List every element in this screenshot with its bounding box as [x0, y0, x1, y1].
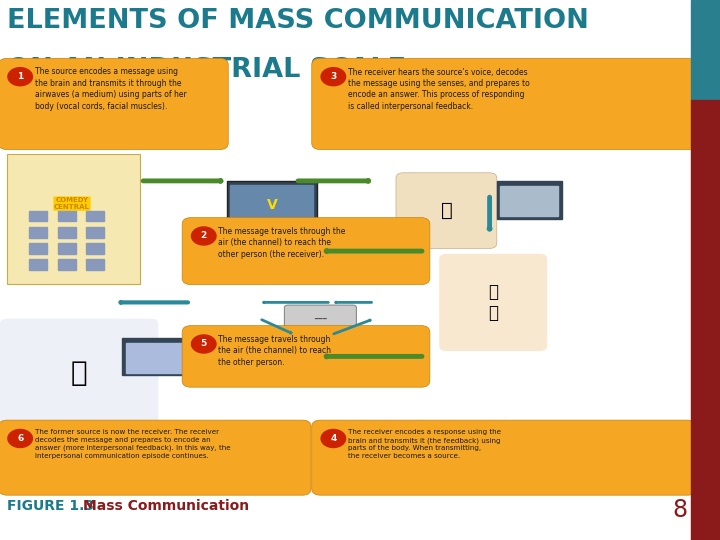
- Text: ━━━: ━━━: [314, 315, 327, 322]
- FancyBboxPatch shape: [0, 319, 158, 427]
- Text: V: V: [267, 198, 277, 212]
- FancyBboxPatch shape: [182, 326, 430, 387]
- Text: 2: 2: [201, 232, 207, 240]
- Bar: [86, 227, 104, 238]
- Text: 6: 6: [17, 434, 23, 443]
- Text: FIGURE 1.3: FIGURE 1.3: [7, 500, 94, 514]
- FancyBboxPatch shape: [182, 218, 430, 285]
- Text: The message travels through
the air (the channel) to reach
the other person.: The message travels through the air (the…: [218, 335, 331, 367]
- FancyBboxPatch shape: [312, 420, 696, 495]
- FancyBboxPatch shape: [284, 305, 356, 332]
- Text: 4: 4: [330, 434, 336, 443]
- Bar: [29, 211, 47, 221]
- Bar: [86, 211, 104, 221]
- FancyBboxPatch shape: [439, 254, 547, 351]
- Bar: [86, 259, 104, 270]
- Text: The message travels through the
air (the channel) to reach the
other person (the: The message travels through the air (the…: [218, 227, 346, 259]
- Bar: [691, 0, 720, 100]
- FancyBboxPatch shape: [7, 154, 140, 284]
- Circle shape: [191, 334, 217, 354]
- Circle shape: [7, 429, 33, 448]
- Text: ON AN INDUSTRIAL SCALE: ON AN INDUSTRIAL SCALE: [7, 57, 406, 83]
- FancyBboxPatch shape: [0, 420, 311, 495]
- Text: 5: 5: [201, 340, 207, 348]
- Circle shape: [320, 429, 346, 448]
- Text: COMEDY
CENTRAL: COMEDY CENTRAL: [54, 197, 90, 210]
- Text: ELEMENTS OF MASS COMMUNICATION: ELEMENTS OF MASS COMMUNICATION: [7, 8, 589, 34]
- Bar: [497, 181, 562, 219]
- Circle shape: [191, 226, 217, 246]
- Bar: [691, 100, 720, 540]
- FancyBboxPatch shape: [312, 58, 696, 150]
- FancyBboxPatch shape: [396, 173, 497, 248]
- Bar: [500, 186, 558, 216]
- Text: The source encodes a message using
the brain and transmits it through the
airwav: The source encodes a message using the b…: [35, 68, 186, 111]
- Bar: [86, 243, 104, 254]
- Text: 👤: 👤: [441, 201, 452, 220]
- Text: The receiver hears the source’s voice, decodes
the message using the senses, and: The receiver hears the source’s voice, d…: [348, 68, 529, 111]
- FancyBboxPatch shape: [0, 58, 228, 150]
- Text: 8: 8: [672, 498, 688, 522]
- Bar: [58, 211, 76, 221]
- Bar: [58, 259, 76, 270]
- Bar: [58, 227, 76, 238]
- Bar: [126, 343, 184, 373]
- Bar: [122, 338, 187, 375]
- Bar: [58, 243, 76, 254]
- Text: 🧑
💻: 🧑 💻: [488, 283, 498, 322]
- Circle shape: [320, 67, 346, 86]
- Text: 1: 1: [17, 72, 23, 81]
- Text: The former source is now the receiver. The receiver
decodes the message and prep: The former source is now the receiver. T…: [35, 429, 230, 459]
- Bar: [230, 185, 313, 225]
- Circle shape: [7, 67, 33, 86]
- Text: 👥: 👥: [71, 359, 88, 387]
- Text: 3: 3: [330, 72, 336, 81]
- FancyBboxPatch shape: [227, 181, 317, 230]
- Bar: [29, 227, 47, 238]
- Text: Mass Communication: Mass Communication: [83, 500, 249, 514]
- Bar: [29, 259, 47, 270]
- Bar: [29, 243, 47, 254]
- Text: The receiver encodes a response using the
brain and transmits it (the feedback) : The receiver encodes a response using th…: [348, 429, 501, 459]
